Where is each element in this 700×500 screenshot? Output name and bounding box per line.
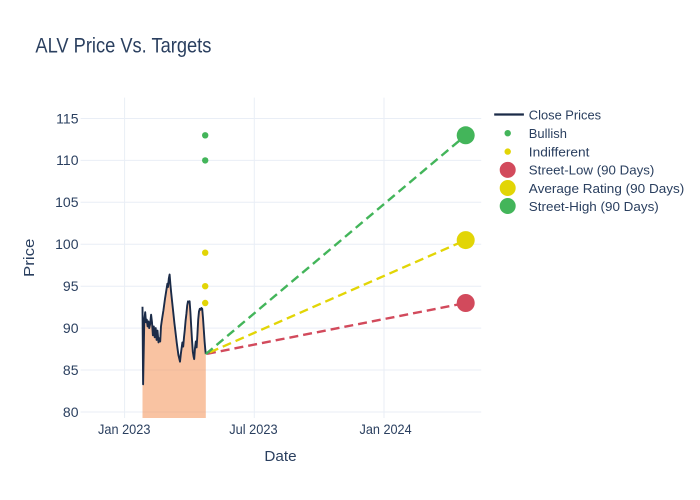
svg-text:Jul 2023: Jul 2023 xyxy=(229,421,277,437)
svg-text:85: 85 xyxy=(63,362,79,378)
svg-text:Date: Date xyxy=(264,449,296,465)
svg-text:115: 115 xyxy=(56,110,79,126)
svg-text:Street-Low (90 Days): Street-Low (90 Days) xyxy=(529,163,655,178)
svg-text:100: 100 xyxy=(55,236,79,252)
svg-text:105: 105 xyxy=(55,194,79,210)
svg-text:Close Prices: Close Prices xyxy=(529,107,602,122)
svg-text:Street-High (90 Days): Street-High (90 Days) xyxy=(529,199,659,214)
svg-text:Price: Price xyxy=(22,239,38,277)
svg-text:90: 90 xyxy=(63,320,79,336)
svg-text:80: 80 xyxy=(63,404,79,420)
svg-text:Average Rating (90 Days): Average Rating (90 Days) xyxy=(529,181,685,196)
svg-text:110: 110 xyxy=(56,152,79,168)
svg-text:Jan 2023: Jan 2023 xyxy=(98,421,151,437)
svg-text:ALV Price Vs. Targets: ALV Price Vs. Targets xyxy=(35,33,211,57)
svg-text:Indifferent: Indifferent xyxy=(529,144,590,159)
svg-text:Jan 2024: Jan 2024 xyxy=(360,421,412,437)
svg-text:Bullish: Bullish xyxy=(529,126,567,141)
svg-text:95: 95 xyxy=(63,278,79,294)
